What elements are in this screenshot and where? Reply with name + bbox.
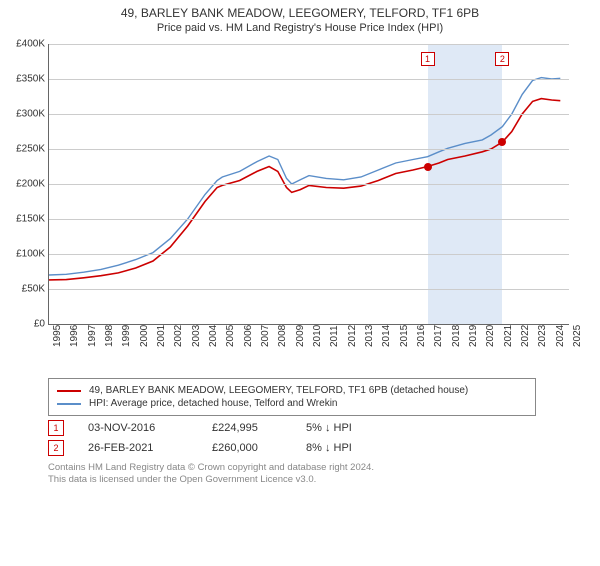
marker-dot-1 (424, 163, 432, 171)
x-axis-label: 2018 (451, 325, 462, 347)
x-axis-label: 2008 (277, 325, 288, 347)
y-axis-label: £400K (9, 39, 45, 50)
x-axis-label: 1996 (69, 325, 80, 347)
x-axis-label: 1997 (87, 325, 98, 347)
y-axis-label: £200K (9, 179, 45, 190)
series-property (49, 99, 560, 280)
gridline-h (49, 114, 569, 115)
x-axis-label: 2015 (399, 325, 410, 347)
legend: 49, BARLEY BANK MEADOW, LEEGOMERY, TELFO… (48, 378, 536, 416)
x-axis-label: 2016 (416, 325, 427, 347)
x-axis-label: 2007 (260, 325, 271, 347)
chart-subtitle: Price paid vs. HM Land Registry's House … (0, 22, 600, 34)
legend-item: HPI: Average price, detached house, Telf… (57, 398, 527, 409)
marker-box-1: 1 (421, 52, 435, 66)
transactions-list: 1 03-NOV-2016 £224,995 5% ↓ HPI 2 26-FEB-2021… (0, 420, 600, 456)
gridline-h (49, 44, 569, 45)
plot-area: £0£50K£100K£150K£200K£250K£300K£350K£400… (48, 44, 569, 325)
legend-item: 49, BARLEY BANK MEADOW, LEEGOMERY, TELFO… (57, 385, 527, 396)
transaction-row: 1 03-NOV-2016 £224,995 5% ↓ HPI (48, 420, 600, 436)
chart-title: 49, BARLEY BANK MEADOW, LEEGOMERY, TELFO… (0, 6, 600, 20)
legend-swatch (57, 403, 81, 405)
y-axis-label: £100K (9, 249, 45, 260)
chart-area: £0 £50K £100K £150K £200K £250K £300K £350K £400… (8, 40, 578, 370)
transaction-date: 26-FEB-2021 (88, 442, 188, 454)
x-axis-label: 2025 (572, 325, 583, 347)
gridline-h (49, 184, 569, 185)
x-axis-label: 2006 (243, 325, 254, 347)
footer-attribution: Contains HM Land Registry data © Crown c… (48, 462, 600, 487)
marker-box-2: 2 (495, 52, 509, 66)
legend-label: HPI: Average price, detached house, Telf… (89, 398, 338, 409)
x-axis-label: 2019 (468, 325, 479, 347)
y-axis-label: £150K (9, 214, 45, 225)
x-axis-label: 2011 (329, 325, 340, 347)
x-axis-label: 1998 (104, 325, 115, 347)
transaction-change: 5% ↓ HPI (306, 422, 396, 434)
x-axis-label: 2002 (173, 325, 184, 347)
y-axis-label: £0 (9, 319, 45, 330)
footer-line-1: Contains HM Land Registry data © Crown c… (48, 462, 600, 474)
x-axis-label: 2013 (364, 325, 375, 347)
x-axis-label: 2009 (295, 325, 306, 347)
x-axis-label: 2017 (433, 325, 444, 347)
legend-swatch (57, 390, 81, 392)
x-axis-label: 2000 (139, 325, 150, 347)
y-axis-label: £350K (9, 74, 45, 85)
x-axis-label: 1995 (52, 325, 63, 347)
legend-label: 49, BARLEY BANK MEADOW, LEEGOMERY, TELFO… (89, 385, 468, 396)
x-axis-label: 2010 (312, 325, 323, 347)
transaction-marker-box: 2 (48, 440, 64, 456)
gridline-h (49, 219, 569, 220)
x-axis-label: 2012 (347, 325, 358, 347)
x-axis-label: 2022 (520, 325, 531, 347)
y-axis-label: £250K (9, 144, 45, 155)
x-axis-label: 2014 (381, 325, 392, 347)
x-axis-label: 2001 (156, 325, 167, 347)
x-axis-label: 2003 (191, 325, 202, 347)
footer-line-2: This data is licensed under the Open Gov… (48, 474, 600, 486)
transaction-row: 2 26-FEB-2021 £260,000 8% ↓ HPI (48, 440, 600, 456)
x-axis-label: 2004 (208, 325, 219, 347)
transaction-marker-box: 1 (48, 420, 64, 436)
transaction-price: £260,000 (212, 442, 282, 454)
x-axis-label: 2020 (485, 325, 496, 347)
series-hpi (49, 78, 560, 275)
gridline-h (49, 79, 569, 80)
x-axis-label: 2021 (503, 325, 514, 347)
y-axis-label: £50K (9, 284, 45, 295)
transaction-change: 8% ↓ HPI (306, 442, 396, 454)
y-axis-label: £300K (9, 109, 45, 120)
x-axis-label: 2023 (537, 325, 548, 347)
transaction-date: 03-NOV-2016 (88, 422, 188, 434)
x-axis-label: 2005 (225, 325, 236, 347)
transaction-price: £224,995 (212, 422, 282, 434)
x-axis-label: 1999 (121, 325, 132, 347)
gridline-h (49, 149, 569, 150)
gridline-h (49, 254, 569, 255)
marker-dot-2 (498, 138, 506, 146)
gridline-h (49, 289, 569, 290)
x-axis-label: 2024 (555, 325, 566, 347)
